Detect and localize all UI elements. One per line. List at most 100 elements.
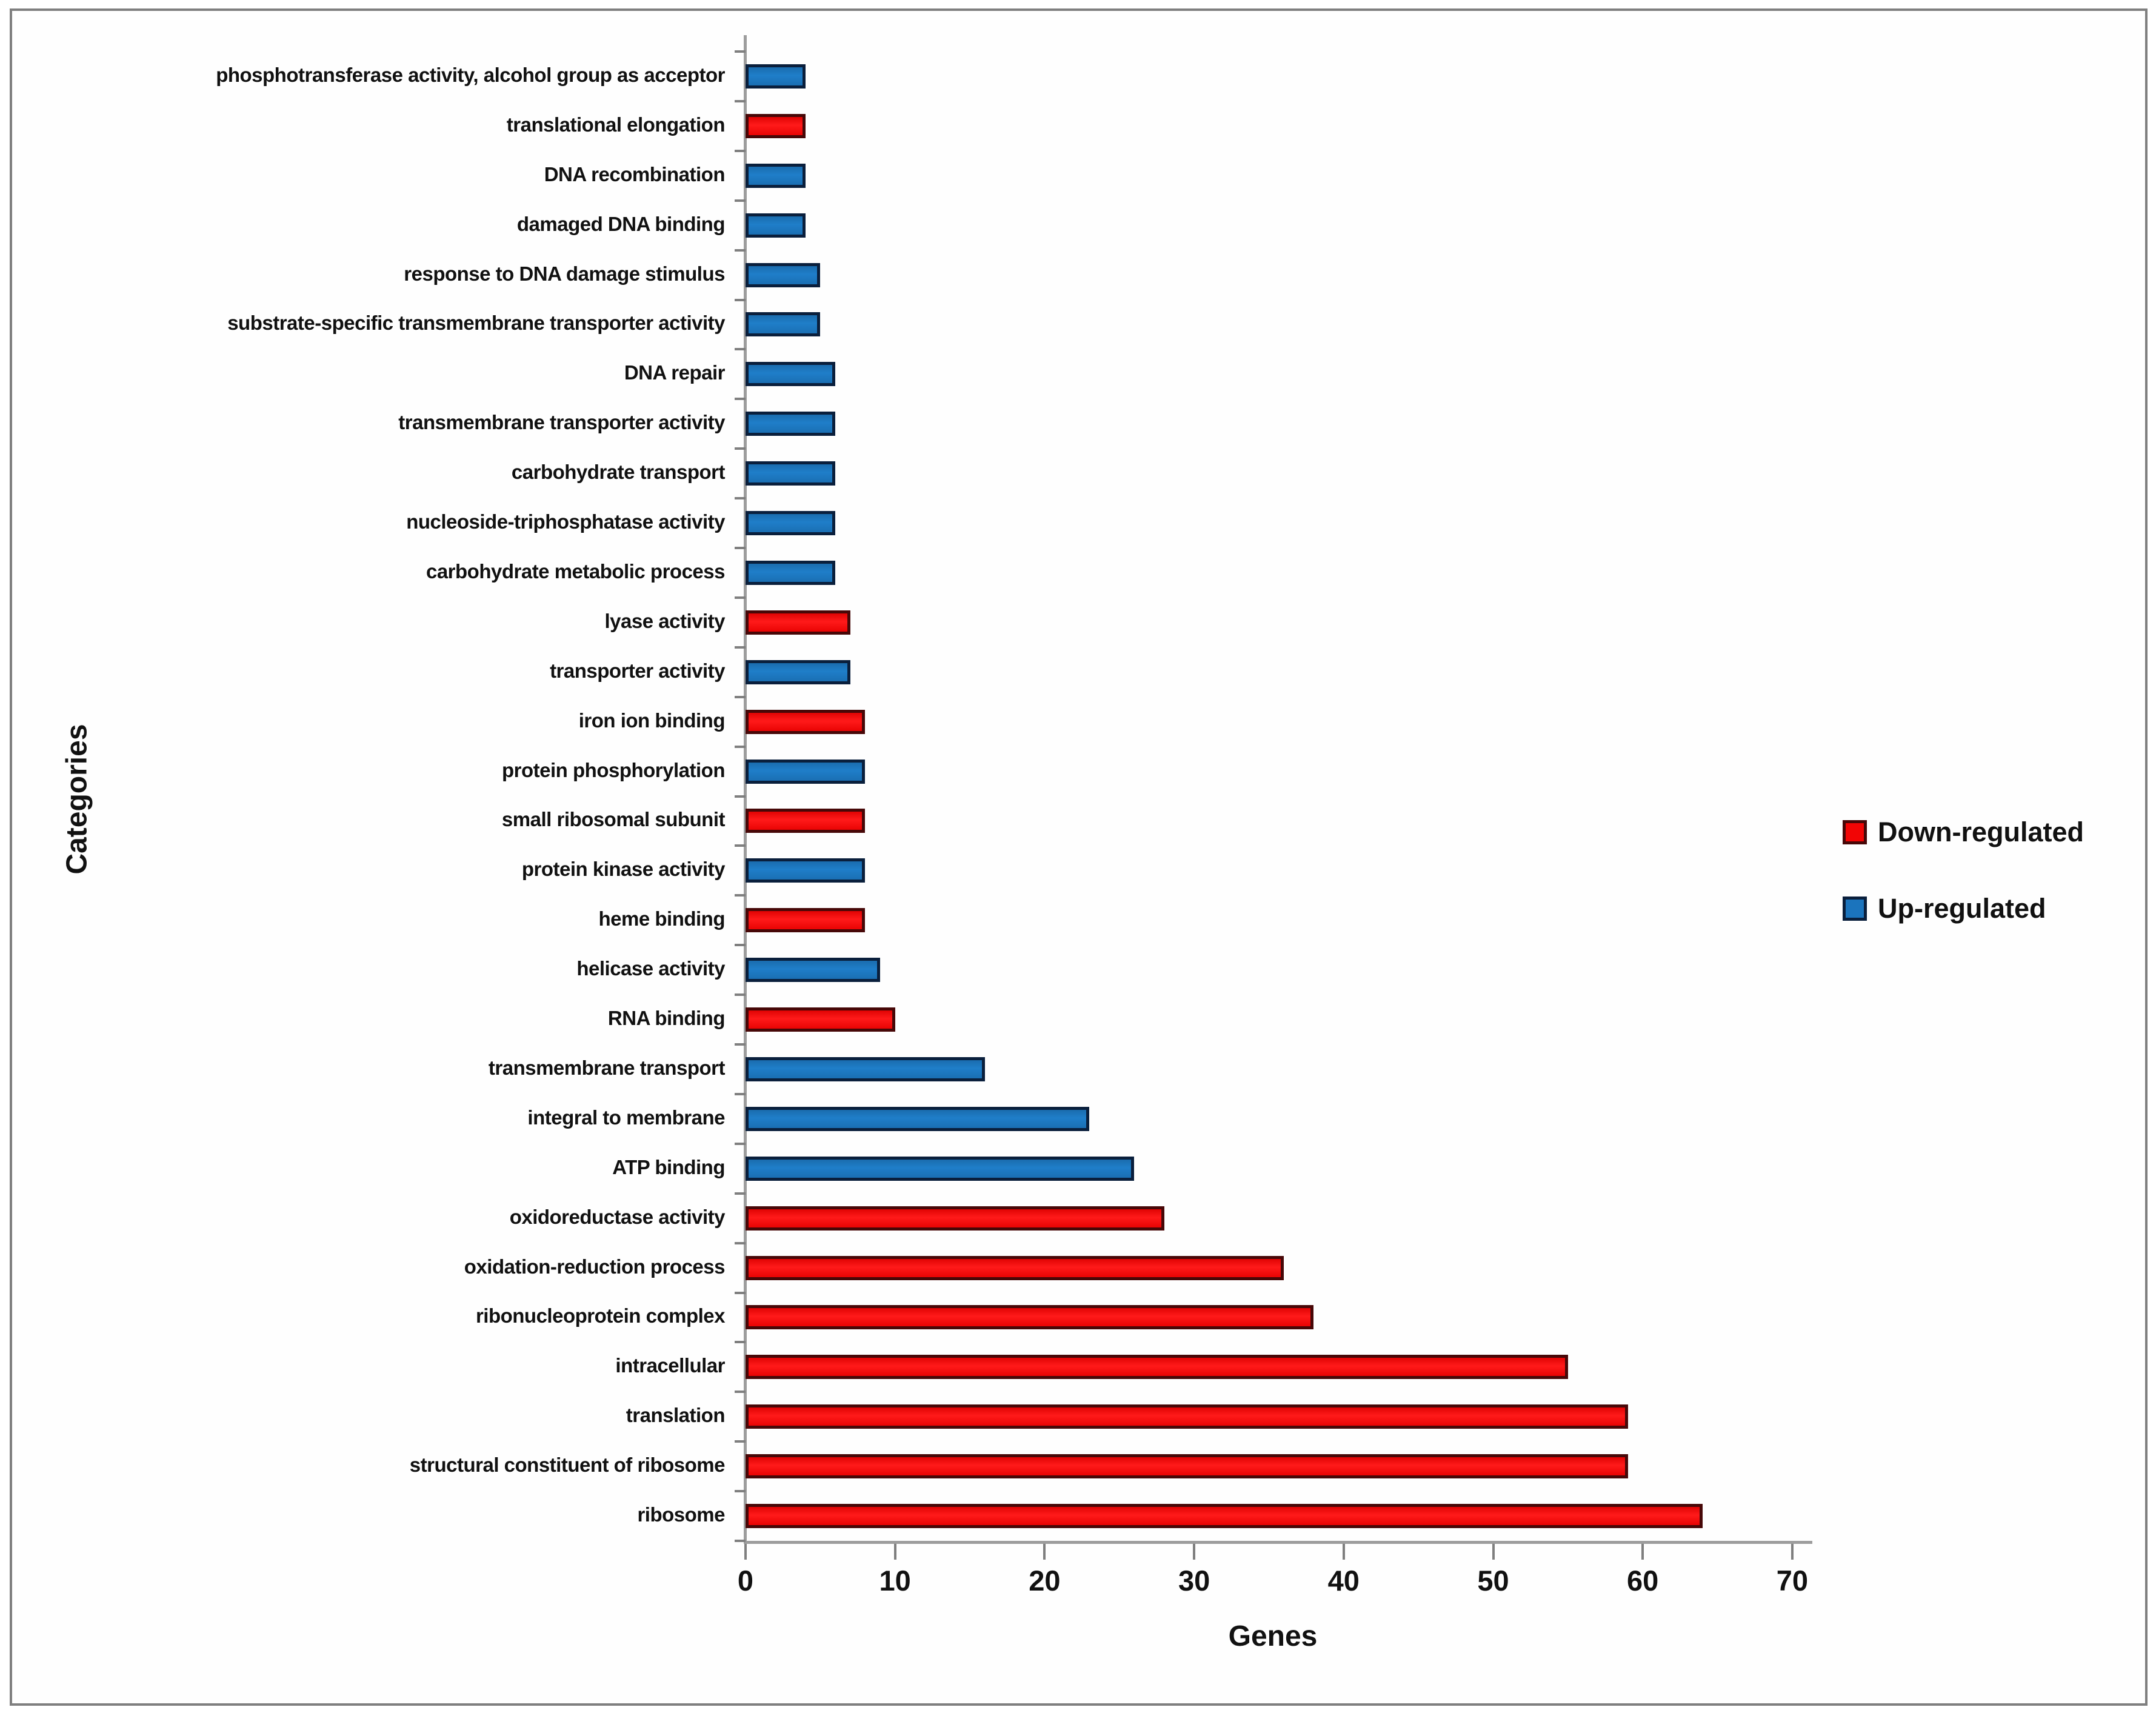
category-label: carbohydrate metabolic process (426, 559, 726, 583)
y-axis-title: Categories (61, 724, 93, 875)
bar-lyase-activity (746, 610, 850, 635)
y-axis-tick (735, 596, 746, 599)
y-axis-tick (735, 1490, 746, 1493)
category-label: protein phosphorylation (502, 758, 725, 781)
y-axis-tick (735, 1241, 746, 1244)
y-axis-tick (735, 646, 746, 649)
bar-protein-phosphorylation (746, 759, 865, 784)
bar-transporter-activity (746, 659, 850, 684)
category-label: transmembrane transporter activity (398, 411, 725, 434)
y-axis-tick (735, 1142, 746, 1145)
down-regulated-swatch-icon (1843, 820, 1867, 844)
category-label: ribonucleoprotein complex (475, 1304, 726, 1327)
bar-ribosome (746, 1504, 1703, 1529)
x-axis-tick (1492, 1544, 1495, 1560)
x-axis-tick-label: 50 (1477, 1564, 1509, 1597)
category-label: transporter activity (550, 659, 725, 682)
y-axis-tick (735, 1440, 746, 1443)
y-axis-tick (735, 1540, 746, 1542)
y-axis-tick (735, 745, 746, 748)
category-label: ATP binding (612, 1155, 725, 1178)
x-axis-tick-label: 0 (737, 1564, 754, 1597)
y-axis-tick (735, 1291, 746, 1294)
y-axis-tick (735, 1391, 746, 1394)
legend-label-down-regulated: Down-regulated (1878, 816, 2084, 847)
bar-translation (746, 1404, 1628, 1429)
bar-substrate-specific-transmembrane-transporter-activity (746, 312, 820, 337)
x-axis-tick (1043, 1544, 1046, 1560)
x-axis-title: Genes (1228, 1620, 1318, 1652)
category-label: integral to membrane (527, 1106, 725, 1129)
up-regulated-swatch-icon (1843, 897, 1867, 921)
x-axis-tick (893, 1544, 896, 1560)
y-axis-tick (735, 993, 746, 997)
category-label: lyase activity (604, 609, 726, 632)
category-label: DNA recombination (544, 162, 726, 185)
x-axis-tick (1641, 1544, 1644, 1560)
category-label: oxidation-reduction process (464, 1255, 726, 1278)
x-axis-tick (1791, 1544, 1794, 1560)
y-axis-tick (735, 695, 746, 698)
bar-dna-repair (746, 362, 835, 387)
category-label: RNA binding (607, 1007, 726, 1030)
category-label: nucleoside-triphosphatase activity (406, 510, 725, 533)
y-axis-tick (735, 547, 746, 549)
y-axis-tick (735, 447, 746, 450)
y-axis-tick (735, 1043, 746, 1046)
y-axis-tick (735, 894, 746, 897)
legend-item-down-regulated: Down-regulated (1843, 816, 2084, 848)
bar-nucleoside-triphosphatase-activity (746, 511, 835, 536)
y-axis-tick (735, 50, 746, 53)
legend-label-up-regulated: Up-regulated (1878, 893, 2046, 924)
x-axis-tick (1193, 1544, 1196, 1560)
y-axis-tick (735, 398, 746, 401)
x-axis-tick-label: 20 (1029, 1564, 1061, 1597)
category-label: damaged DNA binding (516, 212, 726, 235)
bar-oxidoreductase-activity (746, 1206, 1164, 1230)
bar-heme-binding (746, 908, 865, 933)
bar-damaged-dna-binding (746, 213, 806, 238)
x-axis-tick-label: 70 (1776, 1564, 1809, 1597)
bar-ribonucleoprotein-complex (746, 1305, 1313, 1330)
bar-carbohydrate-transport (746, 461, 835, 486)
y-axis-tick (735, 348, 746, 351)
bar-translational-elongation (746, 113, 806, 138)
category-label: structural constituent of ribosome (409, 1454, 726, 1477)
bar-transmembrane-transporter-activity (746, 412, 835, 436)
y-axis-tick (735, 249, 746, 252)
category-label: DNA repair (624, 361, 726, 384)
category-label: protein kinase activity (521, 858, 726, 881)
category-label: small ribosomal subunit (501, 808, 726, 831)
y-axis-tick (735, 149, 746, 152)
category-label: translation (626, 1404, 726, 1427)
y-axis-tick (735, 99, 746, 102)
x-axis-tick (744, 1544, 747, 1560)
y-axis-tick (735, 298, 746, 301)
x-axis-line (744, 1541, 1812, 1544)
bar-transmembrane-transport (746, 1057, 985, 1081)
y-axis-tick (735, 1092, 746, 1095)
bar-oxidation-reduction-process (746, 1255, 1284, 1280)
bar-phosphotransferase-activity-alcohol-group-as-acceptor (746, 64, 806, 88)
x-axis-tick-label: 60 (1627, 1564, 1659, 1597)
category-label: intracellular (615, 1354, 725, 1377)
bar-carbohydrate-metabolic-process (746, 560, 835, 585)
category-label: oxidoreductase activity (509, 1205, 726, 1228)
y-axis-tick (735, 1192, 746, 1195)
bar-intracellular (746, 1355, 1568, 1380)
category-label: carbohydrate transport (511, 461, 726, 484)
x-axis-tick-label: 30 (1178, 1564, 1210, 1597)
category-label: response to DNA damage stimulus (404, 262, 725, 285)
bar-structural-constituent-of-ribosome (746, 1454, 1628, 1479)
category-label: translational elongation (506, 113, 726, 136)
category-label: iron ion binding (578, 709, 726, 732)
bar-protein-kinase-activity (746, 858, 865, 883)
bar-atp-binding (746, 1156, 1134, 1181)
bar-helicase-activity (746, 958, 880, 983)
category-label: helicase activity (576, 957, 725, 980)
category-label: phosphotransferase activity, alcohol gro… (216, 63, 725, 86)
legend-item-up-regulated: Up-regulated (1843, 893, 2046, 924)
y-axis-line (744, 35, 747, 1544)
category-label: heme binding (598, 907, 726, 930)
category-label: substrate-specific transmembrane transpo… (227, 312, 725, 335)
